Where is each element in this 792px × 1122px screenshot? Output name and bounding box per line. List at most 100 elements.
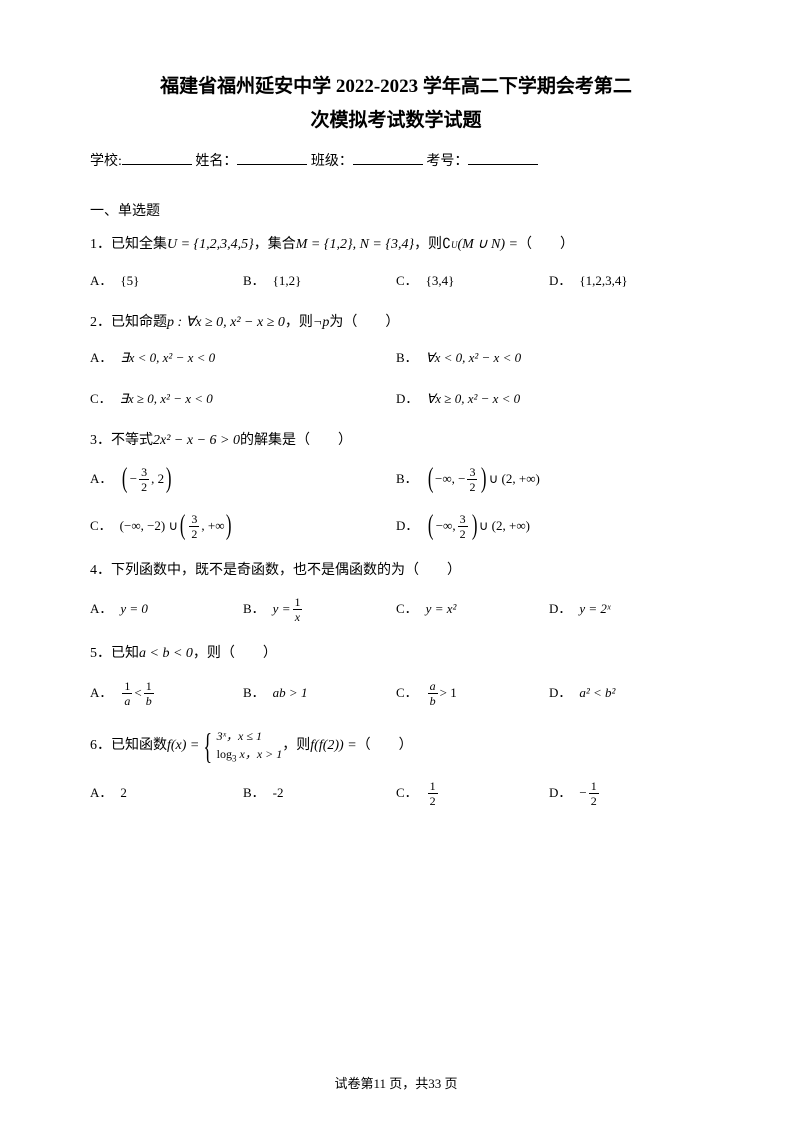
q4-b-frac: 1x [292,596,302,623]
label-d: D． [396,389,418,410]
q4-b-pre: y = [273,599,291,620]
q5-a-mid: < [134,683,141,704]
q6-ff: f(f(2)) = [310,735,356,757]
q1-expr2: (M ∪ N) = [457,234,518,256]
q2-opt-b: B．∀x < 0, x² − x < 0 [396,348,702,369]
label-a: A． [90,783,112,804]
q1-complement: ∁ [442,234,451,256]
q3-c-rest: , +∞ [201,516,224,537]
rparen: ) [481,472,487,486]
q6-text-2: ，则 [282,735,310,757]
q2-text-2: ，则 [285,312,313,334]
q6-opt-d: D． − 12 [549,780,702,807]
brace-icon: { [204,737,213,755]
q3-expr: 2x² − x − 6 > 0 [153,430,240,452]
q4-opt-a: A．y = 0 [90,596,243,623]
q6-cases: 3ˣ，x ≤ 1 log3 x，x > 1 [217,727,283,766]
q4-opt-d: D．y = 2ˣ [549,596,702,623]
question-4: 4． 下列函数中，既不是奇函数，也不是偶函数的为（ ） A．y = 0 B． y… [90,560,702,623]
label-c: C． [396,683,418,704]
q6-case1: 3ˣ，x ≤ 1 [217,727,283,745]
neg: − [130,469,137,490]
q3-c-frac: 32 [189,513,199,540]
q4-opt-b: B． y = 1x [243,596,396,623]
q5-opt-c: C． ab > 1 [396,680,549,707]
label-d: D． [549,271,571,292]
question-5: 5． 已知 a < b < 0 ，则（ ） A． 1a < 1b B．ab > … [90,643,702,706]
q5-c-frac: ab [428,680,438,707]
question-3: 3． 不等式 2x² − x − 6 > 0 的解集是（ ） A． ( − 32… [90,430,702,540]
q5-opt-a: A． 1a < 1b [90,680,243,707]
q1-text-3: ，则 [414,234,442,256]
q6-tail: （ ） [357,735,413,757]
label-b: B． [396,469,418,490]
lparen: ( [122,472,128,486]
label-school: 学校: [90,154,122,169]
question-2: 2． 已知命题 p : ∀x ≥ 0, x² − x ≥ 0 ，则 ¬p 为（ … [90,312,702,410]
rparen: ) [471,519,477,533]
q3-opt-b: B． ( −∞, − 32 ) ∪ (2, +∞) [396,466,702,493]
label-c: C． [90,389,112,410]
q1-u-set: U = {1,2,3,4,5} [167,234,254,256]
q5-c-rest: > 1 [440,683,457,704]
blank-class [353,151,423,165]
q1-num: 1． [90,234,111,256]
label-class: 班级： [311,154,353,169]
q2-d-val: ∀x ≥ 0, x² − x < 0 [426,389,520,410]
lparen: ( [180,519,186,533]
label-a: A． [90,469,112,490]
q2-text-1: 已知命题 [111,312,167,334]
q6-case2: log3 x，x > 1 [217,745,283,766]
q2-opt-a: A．∃x < 0, x² − x < 0 [90,348,396,369]
q3-a-frac: 32 [139,466,149,493]
q1-opt-b: B．{1,2} [243,271,396,292]
label-id: 考号： [426,154,468,169]
q6-c-frac: 12 [428,780,438,807]
q4-opt-c: C．y = x² [396,596,549,623]
q3-opt-d: D． ( −∞, 32 ) ∪ (2, +∞) [396,513,702,540]
blank-id [468,151,538,165]
q6-d-frac: 12 [589,780,599,807]
q6-opt-c: C． 12 [396,780,549,807]
q4-d-val: y = 2ˣ [579,599,610,620]
q5-opt-b: B．ab > 1 [243,680,396,707]
label-c: C． [90,516,112,537]
q1-d-val: {1,2,3,4} [579,271,627,292]
blank-school [122,151,192,165]
title-line-1: 福建省福州延安中学 2022-2023 学年高二下学期会考第二 [90,70,702,104]
q3-d-pre: −∞, [436,516,456,537]
q1-text-1: 已知全集 [111,234,167,256]
q2-num: 2． [90,312,111,334]
q4-num: 4． [90,560,111,582]
q1-opt-c: C．{3,4} [396,271,549,292]
q2-b-val: ∀x < 0, x² − x < 0 [426,348,521,369]
label-a: A． [90,599,112,620]
q3-d-frac: 32 [458,513,468,540]
label-name: 姓名： [195,154,237,169]
page-footer: 试卷第11 页，共33 页 [0,1073,792,1092]
q3-opt-a: A． ( − 32 , 2 ) [90,466,396,493]
q1-text-2: ，集合 [254,234,296,256]
q5-d-val: a² < b² [579,683,615,704]
q2-opt-d: D． ∀x ≥ 0, x² − x < 0 [396,389,702,410]
q5-text-2: ，则（ ） [193,643,277,665]
q1-opt-a: A．{5} [90,271,243,292]
label-b: B． [243,683,265,704]
q1-c-val: {3,4} [426,271,455,292]
q5-a-lfrac: 1a [122,680,132,707]
q3-c-pre: (−∞, −2) ∪ [120,516,178,537]
q6-fx: f(x) = [167,735,199,757]
label-d: D． [549,683,571,704]
q1-m-set: M = {1,2}, N = {3,4} [296,234,414,256]
q6-a-val: 2 [120,783,127,804]
q2-p: p : ∀x ≥ 0, x² − x ≥ 0 [167,312,285,334]
q3-b-rest: ∪ (2, +∞) [489,469,540,490]
q5-a-rfrac: 1b [144,680,154,707]
q6-b-val: -2 [273,783,284,804]
question-6: 6． 已知函数 f(x) = { 3ˣ，x ≤ 1 log3 x，x > 1 ，… [90,727,702,807]
q1-b-val: {1,2} [273,271,302,292]
q6-d-neg: − [579,783,586,804]
q6-text-1: 已知函数 [111,735,167,757]
title-line-2: 次模拟考试数学试题 [90,104,702,138]
q6-opt-b: B．-2 [243,780,396,807]
